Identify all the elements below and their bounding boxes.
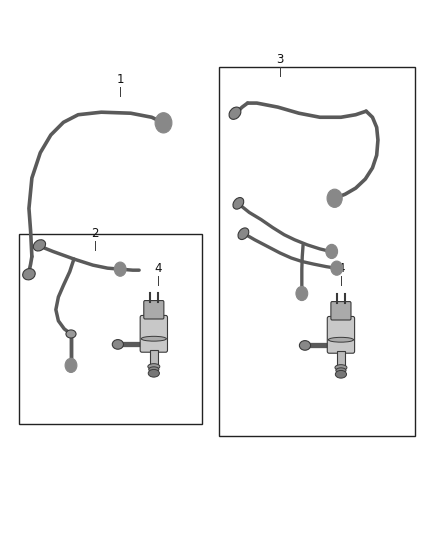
Circle shape [65, 358, 77, 373]
Ellipse shape [66, 330, 76, 338]
Ellipse shape [336, 368, 346, 373]
Ellipse shape [233, 198, 244, 209]
Bar [19, 233, 202, 424]
Bar [219, 67, 414, 436]
Ellipse shape [328, 337, 353, 342]
FancyBboxPatch shape [327, 317, 355, 353]
Text: 4: 4 [337, 262, 345, 275]
Text: 1: 1 [117, 73, 124, 86]
Bar [337, 351, 345, 369]
Circle shape [296, 286, 308, 301]
Text: 3: 3 [276, 53, 284, 66]
Ellipse shape [238, 228, 249, 239]
Ellipse shape [33, 240, 46, 251]
Ellipse shape [112, 340, 124, 349]
Ellipse shape [229, 107, 241, 119]
Bar [150, 350, 158, 368]
Ellipse shape [148, 364, 160, 369]
Circle shape [331, 261, 343, 275]
FancyBboxPatch shape [144, 301, 164, 319]
Text: 2: 2 [91, 227, 99, 240]
FancyBboxPatch shape [331, 302, 351, 320]
Ellipse shape [141, 336, 166, 341]
Circle shape [327, 189, 342, 207]
Circle shape [326, 244, 338, 259]
Ellipse shape [335, 365, 347, 370]
Ellipse shape [149, 367, 159, 372]
Ellipse shape [336, 370, 346, 378]
Text: 4: 4 [154, 262, 162, 275]
Ellipse shape [148, 369, 159, 377]
Ellipse shape [300, 341, 311, 350]
Circle shape [114, 262, 126, 276]
Circle shape [155, 112, 172, 133]
Ellipse shape [23, 269, 35, 280]
FancyBboxPatch shape [140, 316, 167, 352]
